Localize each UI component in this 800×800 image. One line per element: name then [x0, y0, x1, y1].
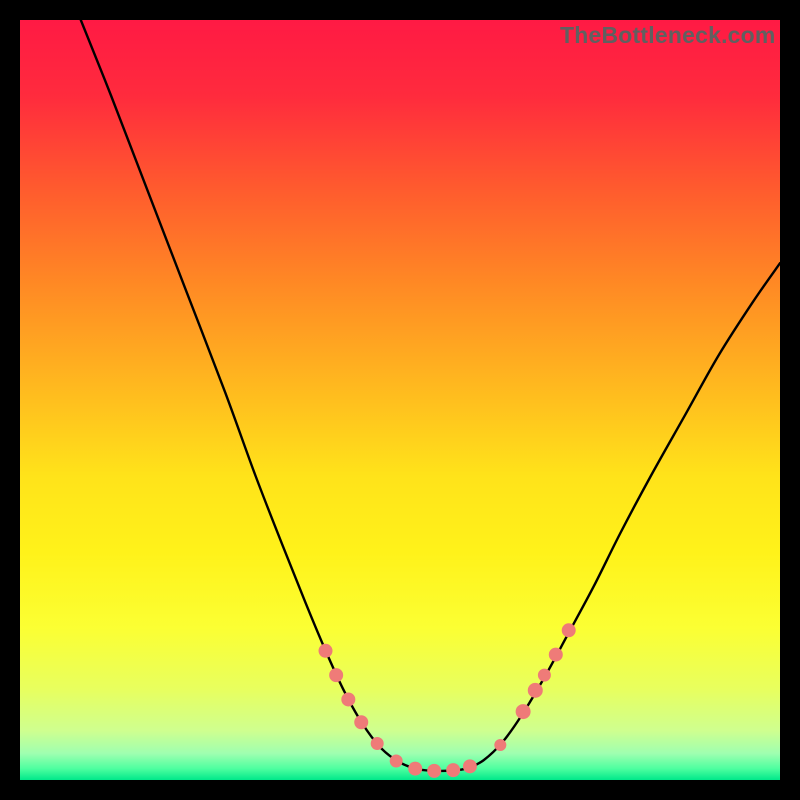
data-marker	[330, 669, 343, 682]
data-marker	[390, 755, 402, 767]
watermark-text: TheBottleneck.com	[560, 22, 776, 49]
data-marker	[549, 648, 562, 661]
data-marker	[495, 740, 506, 751]
data-marker	[428, 764, 441, 777]
data-marker	[447, 764, 460, 777]
data-marker	[355, 716, 368, 729]
data-marker	[409, 762, 422, 775]
bottleneck-curve-chart	[20, 20, 780, 780]
data-marker	[516, 705, 530, 719]
data-marker	[538, 669, 550, 681]
data-marker	[562, 624, 575, 637]
plot-area	[20, 20, 780, 780]
data-marker	[319, 644, 332, 657]
gradient-background	[20, 20, 780, 780]
data-marker	[342, 693, 355, 706]
data-marker	[528, 683, 542, 697]
data-marker	[371, 738, 383, 750]
data-marker	[463, 760, 476, 773]
chart-frame: TheBottleneck.com	[0, 0, 800, 800]
